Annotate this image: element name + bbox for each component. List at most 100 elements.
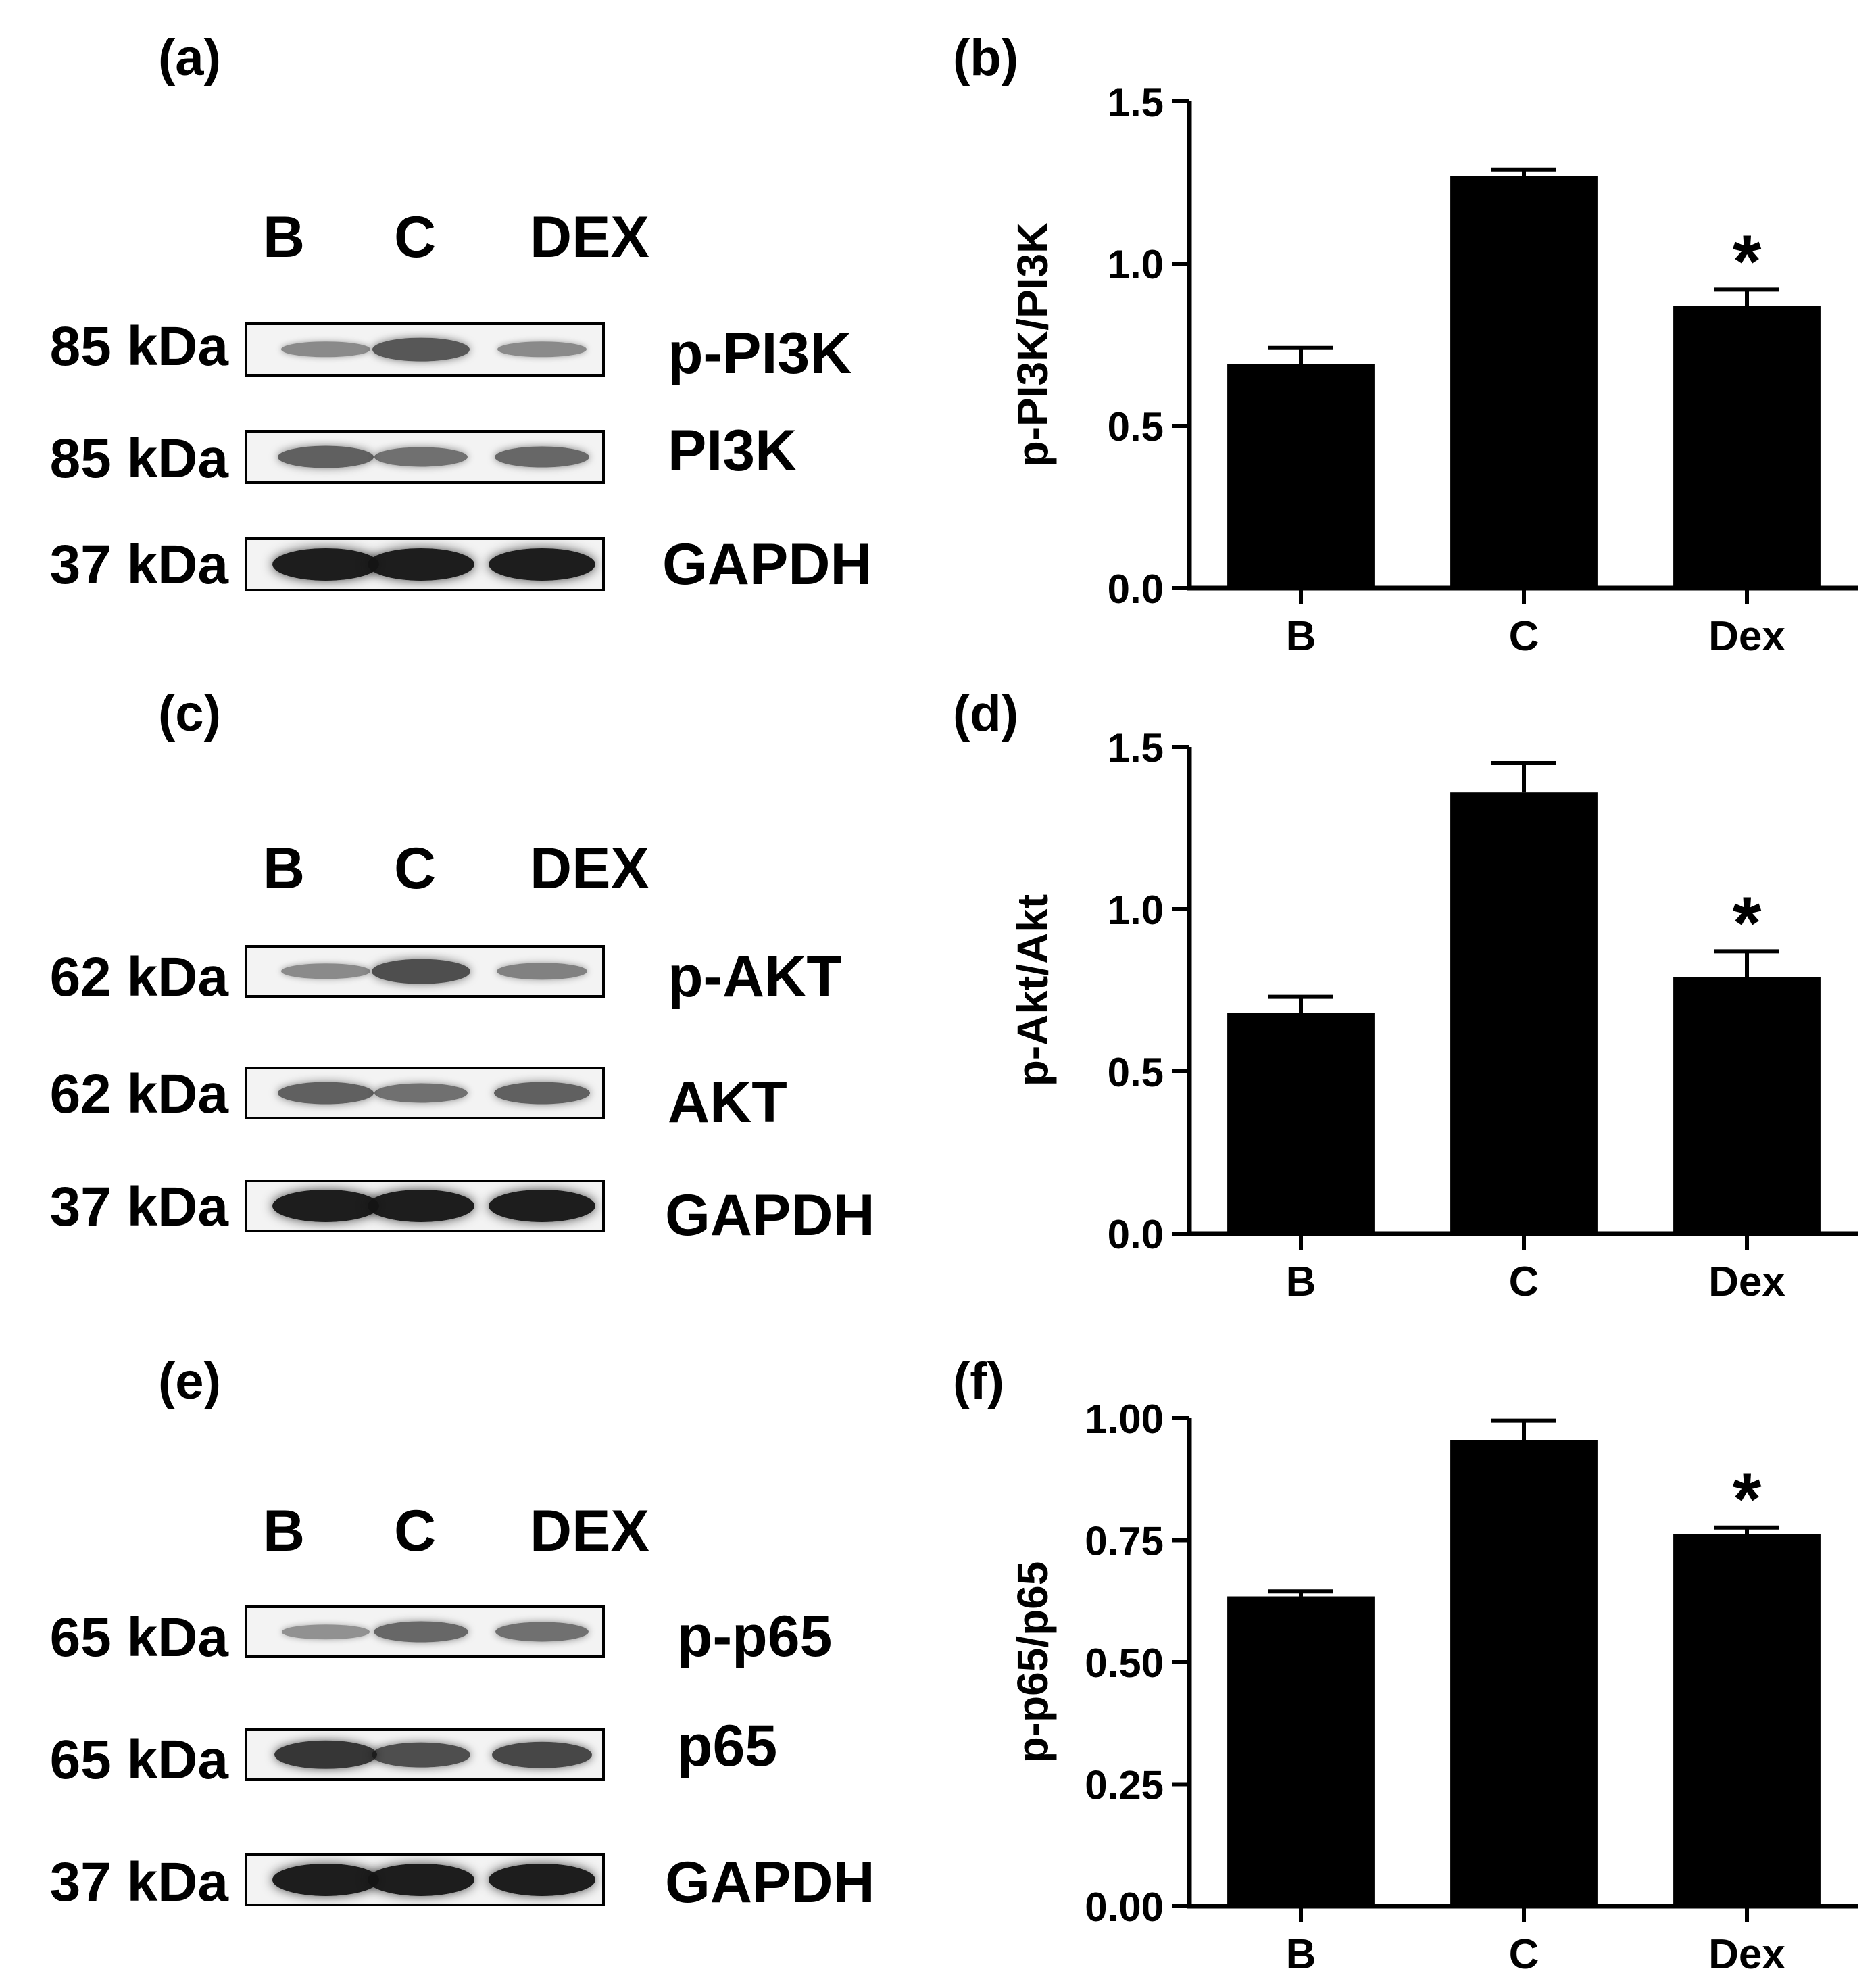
lane-label-c: C [394,205,437,270]
bar [1673,977,1821,1234]
bar [1450,176,1598,588]
x-tick-label: Dex [1708,1259,1785,1305]
protein-label: p-PI3K [668,321,852,386]
lane-label-c: C [394,836,437,901]
chart-p-p65-ratio: 0.00 0.25 0.50 0.75 1.00 p-p65/p65 B C Dex * [1008,1397,1858,1978]
lane-label-b: B [263,205,305,270]
y-axis-label: p-PI3K/PI3K [1008,222,1057,468]
panel-letter-b: (b) [953,29,1019,87]
bar [1673,306,1821,588]
blot-band [368,548,475,581]
y-tick-label: 1.0 [1108,888,1164,933]
blot-band [281,1624,370,1639]
x-tick-label: C [1509,1259,1539,1305]
bar [1450,792,1598,1234]
protein-label: GAPDH [665,1850,875,1915]
blot-gapdh [245,1180,605,1232]
blot-band [496,963,587,980]
blot-band [272,1189,379,1223]
protein-label: AKT [668,1070,787,1135]
panel-letter-f: (f) [953,1353,1004,1410]
protein-label: p65 [677,1714,778,1778]
blot-band [274,1740,377,1770]
kda-label: 37 kDa [49,1851,228,1913]
blot-akt [245,1067,605,1119]
blot-p-pi3k [245,322,605,377]
chart-p-pi3k-ratio: 0.0 0.5 1.0 1.5 p-PI3K/PI3K B C Dex * [1008,80,1858,660]
significance-marker: * [1733,220,1762,303]
kda-label: 65 kDa [49,1729,228,1791]
blot-band [368,1189,475,1223]
blot-band [280,963,370,979]
blot-band [495,1622,589,1642]
blot-gapdh [245,537,605,591]
blot-band [491,1741,592,1768]
x-tick-label: Dex [1708,613,1785,660]
blot-band [493,1082,590,1105]
blot-band [488,548,595,581]
blot-band [277,445,374,468]
blot-band [374,447,468,467]
kda-label: 37 kDa [49,1176,228,1238]
blot-band [488,1863,595,1897]
blot-band [272,1863,379,1897]
blot-band [372,1742,471,1768]
lane-label-dex: DEX [530,205,649,270]
x-tick-label: C [1509,613,1539,660]
protein-label: p-p65 [677,1604,833,1669]
kda-label: 85 kDa [49,428,228,489]
panel-letter-c: (c) [158,685,221,742]
x-tick-label: B [1286,613,1316,660]
blot-p-akt [245,945,605,998]
bar [1227,364,1375,588]
chart-p-akt-ratio: 0.0 0.5 1.0 1.5 p-Akt/Akt B C Dex * [1008,725,1858,1305]
y-axis-label: p-p65/p65 [1008,1561,1057,1764]
bar [1227,1596,1375,1906]
blot-band [368,1863,475,1897]
significance-marker: * [1733,1458,1762,1541]
y-tick-label: 0.0 [1108,566,1164,612]
protein-label: PI3K [668,418,797,483]
protein-label: GAPDH [665,1183,875,1248]
blot-gapdh [245,1853,605,1906]
protein-label: p-AKT [668,944,842,1009]
y-tick-label: 1.00 [1085,1397,1164,1442]
y-tick-label: 0.5 [1108,1050,1164,1095]
kda-label: 65 kDa [49,1607,228,1668]
blot-band [374,1621,469,1643]
kda-label: 37 kDa [49,534,228,596]
blot-p-p65 [245,1605,605,1658]
y-tick-label: 1.5 [1108,725,1164,771]
blot-band [372,959,471,984]
kda-label: 62 kDa [49,1063,228,1125]
blot-band [272,548,379,581]
lane-label-dex: DEX [530,1499,649,1563]
bar [1673,1534,1821,1906]
blot-pi3k [245,430,605,484]
blot-band [497,341,587,358]
x-tick-label: B [1286,1931,1316,1978]
y-tick-label: 0.00 [1085,1885,1164,1930]
y-tick-label: 0.75 [1085,1519,1164,1564]
bar [1227,1013,1375,1234]
blot-band [488,1189,595,1223]
y-tick-label: 0.0 [1108,1212,1164,1257]
protein-label: GAPDH [662,532,872,597]
y-tick-label: 0.25 [1085,1763,1164,1808]
x-tick-label: C [1509,1931,1539,1978]
significance-marker: * [1733,881,1762,965]
x-tick-label: B [1286,1259,1316,1305]
blot-band [277,1082,374,1105]
blot-band [494,446,589,468]
panel-letter-a: (a) [158,29,221,87]
y-tick-label: 0.50 [1085,1641,1164,1686]
panel-letter-d: (d) [953,685,1019,742]
blot-p65 [245,1728,605,1781]
y-tick-label: 1.0 [1108,242,1164,287]
lane-label-b: B [263,1499,305,1563]
lane-label-dex: DEX [530,836,649,901]
x-tick-label: Dex [1708,1931,1785,1978]
y-axis-label: p-Akt/Akt [1008,894,1057,1086]
blot-band [374,1083,468,1103]
y-tick-label: 0.5 [1108,404,1164,450]
